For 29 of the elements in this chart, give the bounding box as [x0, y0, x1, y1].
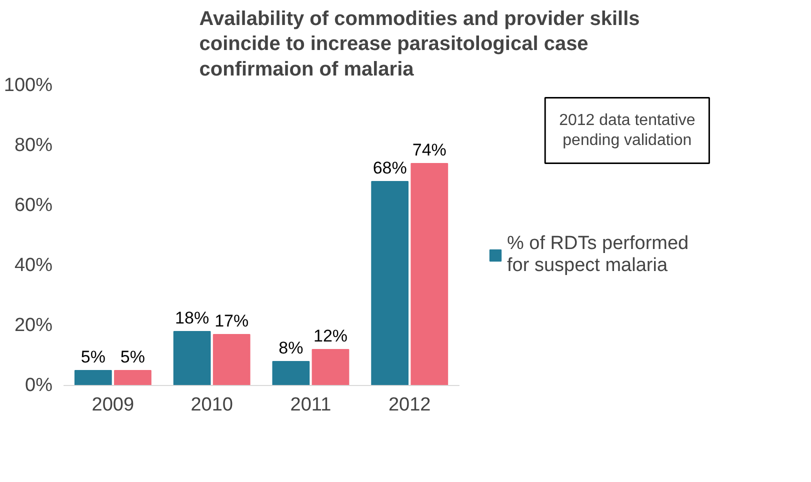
data-label: 18% — [175, 308, 210, 328]
data-label: 12% — [313, 326, 348, 346]
x-tick-label: 2011 — [290, 394, 332, 416]
data-label: 17% — [214, 312, 249, 330]
y-tick-label: 0% — [25, 375, 53, 396]
data-label: 5% — [120, 348, 146, 366]
x-tick-label: 2012 — [388, 394, 431, 416]
data-label: 68% — [372, 158, 407, 178]
bar — [272, 361, 310, 386]
bar — [410, 163, 448, 386]
bar — [312, 349, 350, 386]
data-label: 5% — [80, 348, 106, 366]
bar — [74, 370, 112, 386]
text: 2012 data tentative pending validation — [559, 112, 696, 150]
y-tick-label: 40% — [14, 255, 53, 276]
bar — [212, 334, 250, 386]
x-tick-label: 2010 — [190, 394, 233, 416]
data-label: 74% — [412, 140, 446, 160]
bar — [173, 331, 211, 386]
y-tick-label: 60% — [14, 195, 53, 216]
x-tick-label: 2009 — [92, 394, 134, 416]
y-tick-label: 20% — [14, 315, 53, 336]
bar — [371, 181, 409, 386]
bar — [114, 370, 152, 386]
data-label: 8% — [278, 338, 304, 358]
chart-title: Availability of commodities and provider skills coincide to increase parasitological case confirmaion of malaria — [199, 8, 640, 80]
y-tick-label: 80% — [14, 135, 53, 156]
y-tick-label: 100% — [4, 75, 53, 96]
legend-label: % of RDTs performed for suspect malaria — [507, 233, 689, 277]
